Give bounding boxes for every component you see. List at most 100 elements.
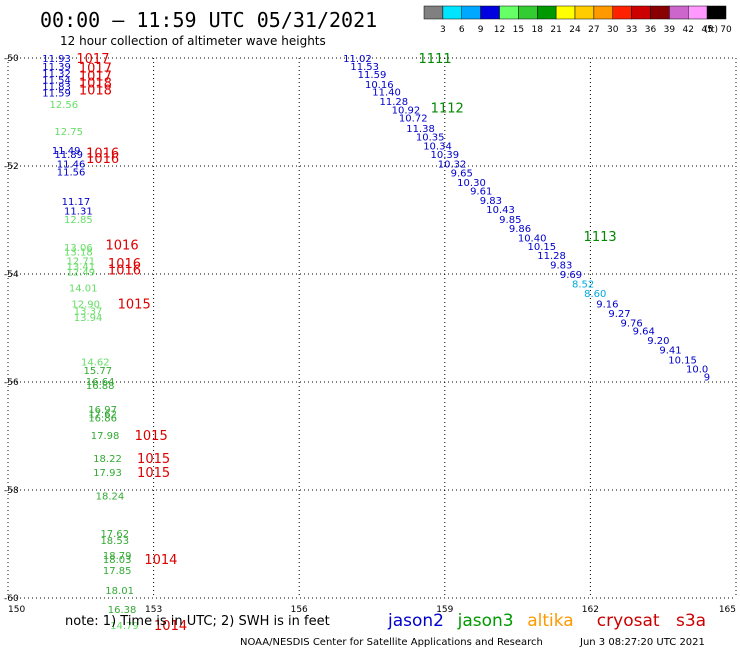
wave-height-value: 9.83 [480, 196, 502, 207]
x-tick-label: 150 [8, 605, 25, 615]
wave-height-value: 16.64 [86, 377, 115, 388]
wave-height-value: 10.16 [365, 80, 394, 91]
wave-height-value: 11.59 [42, 89, 71, 100]
wave-height-value: 11.93 [42, 54, 71, 65]
wave-height-value: 11.83 [42, 82, 71, 93]
wave-height-value: 11.28 [380, 97, 409, 108]
y-tick-label: -56 [4, 378, 19, 388]
annotation-label: 1016 [106, 238, 139, 253]
colorbar-swatch [650, 5, 670, 20]
wave-height-value: 10.35 [416, 132, 445, 143]
wave-height-value: 11.89 [54, 150, 83, 161]
wave-height-value: 11.31 [64, 206, 93, 217]
annotation-label: 1113 [584, 230, 617, 245]
mission-legend-item: jason3 [457, 611, 514, 631]
wave-height-value: 9.69 [560, 270, 582, 281]
wave-height-value: 9.20 [647, 336, 669, 347]
annotation-label: 1018 [79, 76, 112, 91]
annotation-label: 1016 [108, 264, 141, 279]
x-tick-label: 156 [291, 605, 308, 615]
wave-height-value: 13.37 [74, 307, 103, 318]
wave-height-value: 12.71 [66, 257, 95, 268]
footer-note: note: 1) Time is in UTC; 2) SWH is in fe… [65, 614, 330, 629]
wave-height-value: 9.61 [470, 186, 492, 197]
wave-height-value: 10.43 [486, 205, 515, 216]
mission-legend-item: s3a [676, 611, 706, 631]
wave-height-value: 16.86 [88, 414, 117, 425]
wave-height-value: 9.76 [621, 319, 643, 330]
wave-height-value: 14.01 [69, 284, 98, 295]
colorbar-swatch [518, 5, 538, 20]
mission-legend-item: jason2 [387, 611, 444, 631]
colorbar-label: 30 [607, 25, 619, 35]
colorbar-label: 12 [494, 25, 505, 35]
wave-height-value: 11.56 [57, 167, 86, 178]
wave-height-value: 18.79 [103, 551, 132, 562]
wave-height-value: 11.38 [406, 124, 435, 135]
wave-height-value: 10.0 [686, 365, 708, 376]
colorbar-label: 42 [683, 25, 694, 35]
grid [7, 57, 737, 599]
wave-height-value: 9.83 [550, 260, 572, 271]
wave-height-value: 9.64 [633, 327, 655, 338]
wave-height-value: 17.62 [88, 409, 117, 420]
wave-height-value: 11.49 [52, 146, 81, 157]
colorbar-label: 33 [626, 25, 637, 35]
footer-credit: NOAA/NESDIS Center for Satellite Applica… [240, 637, 543, 648]
wave-height-value: 10.15 [668, 355, 697, 366]
wave-height-value: 11.17 [62, 197, 91, 208]
wave-height-value: 9.65 [451, 168, 473, 179]
wave-height-value: 9 [704, 373, 710, 384]
colorbar-label: 18 [532, 25, 544, 35]
annotation-label: 1015 [135, 429, 168, 444]
colorbar-label: 6 [459, 25, 465, 35]
wave-height-value: 11.53 [350, 62, 379, 73]
colorbar-swatch [593, 5, 613, 20]
annotation-label: 1014 [144, 553, 177, 568]
colorbar-label: 27 [588, 25, 599, 35]
wave-height-value: 11.46 [57, 159, 86, 170]
annotation-label: 1111 [419, 52, 452, 67]
wave-height-value: 9.27 [608, 309, 630, 320]
wave-height-value: 9.85 [499, 215, 521, 226]
wave-height-value: 16.38 [108, 605, 137, 616]
wave-height-value: 10.30 [457, 178, 486, 189]
wave-height-value: 8.52 [572, 280, 594, 291]
wave-height-value: 10.40 [518, 233, 547, 244]
wave-height-value: 12.56 [49, 100, 78, 111]
wave-height-value: 13.94 [74, 313, 103, 324]
colorbar-swatch [537, 5, 557, 20]
colorbar-label: 45 [701, 25, 712, 35]
wave-height-value: 18.24 [96, 491, 125, 502]
colorbar-swatch [480, 5, 500, 20]
annotation-label: 1016 [86, 147, 119, 162]
wave-height-value: 18.01 [105, 586, 134, 597]
wave-height-value: 17.93 [93, 468, 122, 479]
wave-height-value: 8.60 [584, 289, 606, 300]
annotation-label: 1015 [118, 298, 151, 313]
chart-title: 00:00 – 11:59 UTC 05/31/2021 [40, 8, 377, 32]
colorbar-swatch [612, 5, 632, 20]
wave-height-value: 11.02 [343, 54, 372, 65]
pressure-and-time-annotations: 1017101710171018101810161016101610161016… [76, 52, 616, 634]
wave-height-value: 9.41 [659, 346, 681, 357]
wave-height-value: 17.62 [100, 529, 129, 540]
annotation-label: 1016 [108, 257, 141, 272]
wave-height-value: 18.03 [103, 555, 132, 566]
wave-height-value: 17.98 [91, 431, 120, 442]
wave-height-value: 11.32 [42, 69, 71, 80]
wave-height-value: 18.22 [93, 454, 122, 465]
y-tick-label: -54 [4, 270, 19, 280]
mission-legend: jason2 jason3 altika cryosat s3a [387, 611, 706, 631]
colorbar-swatch [631, 5, 651, 20]
wave-height-value: 13.18 [64, 247, 93, 258]
y-tick-label: -52 [4, 162, 19, 172]
wave-height-value: 11.59 [358, 70, 387, 81]
wave-height-value: 12.85 [64, 215, 93, 226]
chart-subtitle: 12 hour collection of altimeter wave hei… [60, 34, 326, 48]
wave-height-value: 14.79 [110, 621, 139, 632]
wave-height-value: 14.62 [81, 357, 110, 368]
annotation-label: 1015 [137, 466, 170, 481]
colorbar-swatch [555, 5, 576, 20]
